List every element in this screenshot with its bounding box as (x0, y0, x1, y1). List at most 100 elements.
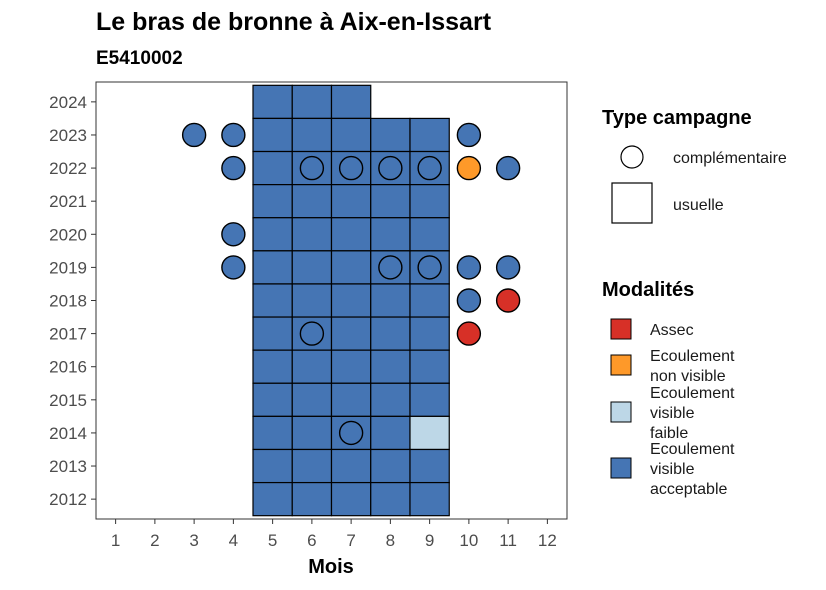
legend-modalite-label-2-2: faible (650, 425, 688, 442)
tile-2020-5 (252, 217, 293, 252)
legend-modalite-label-2-1: visible (650, 405, 695, 422)
x-tick-label-1: 1 (111, 531, 120, 550)
x-tick-label-3: 3 (189, 531, 198, 550)
x-tick-label-8: 8 (386, 531, 395, 550)
point-2022-8 (378, 155, 403, 181)
point-2023-3 (181, 122, 207, 148)
y-tick-label-2019: 2019 (49, 258, 87, 277)
tile-2016-5 (252, 349, 293, 384)
legend-modalite-label-3-1: visible (650, 461, 695, 478)
legend-modalite-label-2-0: Ecoulement (650, 385, 735, 402)
point-2017-6 (299, 321, 325, 346)
y-tick-label-2018: 2018 (49, 292, 87, 311)
tile-2018-5 (252, 283, 293, 318)
tile-2023-8 (370, 117, 411, 153)
tile-2017-8 (370, 316, 411, 351)
x-tick-label-4: 4 (229, 531, 238, 550)
point-2017-10 (456, 321, 482, 346)
y-tick-label-2020: 2020 (49, 225, 87, 244)
tile-2015-6 (291, 382, 333, 417)
legend-modalite-label-0-0: Assec (650, 322, 694, 339)
point-2019-4 (221, 255, 246, 280)
y-tick-label-2022: 2022 (49, 159, 87, 178)
tile-2014-8 (370, 415, 411, 451)
y-tick-label-2013: 2013 (49, 457, 87, 476)
legend-modalite-key-3 (610, 457, 632, 479)
y-tick-label-2015: 2015 (49, 391, 87, 410)
tile-2024-7 (330, 84, 372, 120)
tile-2020-7 (330, 217, 372, 252)
legend-usuelle-key (611, 182, 653, 224)
legend-complementaire-label: complémentaire (673, 150, 787, 167)
tile-2014-9 (409, 415, 450, 451)
tile-2019-5 (252, 250, 293, 285)
point-2019-9 (417, 255, 442, 280)
tile-2013-5 (252, 448, 293, 484)
point-2018-11 (495, 288, 521, 313)
point-2018-10 (456, 288, 482, 313)
y-tick-label-2016: 2016 (49, 358, 87, 377)
x-tick-label-6: 6 (307, 531, 316, 550)
x-tick-label-5: 5 (268, 531, 277, 550)
tile-2023-7 (330, 117, 372, 153)
x-axis: 1 2 3 4 5 6 7 8 9 10 11 12 (111, 519, 557, 550)
legend-modalite-label-3-2: acceptable (650, 481, 727, 498)
point-2023-10 (456, 122, 482, 148)
tile-2018-8 (370, 283, 411, 318)
tile-2017-9 (409, 316, 450, 351)
tile-2020-8 (370, 217, 411, 252)
y-axis: 2012 2013 2014 2015 2016 2017 2018 2019 2020 2021… (49, 93, 96, 509)
tile-2017-5 (252, 316, 293, 351)
legend-modalite-key-1 (610, 354, 632, 376)
x-axis-title: Mois (308, 556, 354, 578)
legend-modalite-label-1-1: non visible (650, 368, 726, 385)
x-tick-label-7: 7 (346, 531, 355, 550)
tile-2022-5 (252, 150, 293, 186)
legend-complementaire-key (620, 145, 644, 169)
tile-2023-5 (252, 117, 293, 153)
legend: Type campagne complémentaire usuelle Mod… (602, 107, 787, 498)
tile-2016-8 (370, 349, 411, 384)
tile-2013-6 (291, 448, 333, 484)
point-2020-4 (221, 222, 246, 247)
tile-2021-6 (291, 184, 333, 219)
y-tick-label-2023: 2023 (49, 126, 87, 145)
tile-2014-5 (252, 415, 293, 451)
tile-2016-7 (330, 349, 372, 384)
legend-type-title: Type campagne (602, 107, 752, 129)
tile-2013-7 (330, 448, 372, 484)
point-2019-8 (378, 255, 403, 280)
x-tick-label-11: 11 (499, 531, 517, 550)
point-2023-4 (221, 122, 246, 148)
legend-usuelle-label: usuelle (673, 197, 724, 214)
tile-2020-6 (291, 217, 333, 252)
tile-layer (252, 84, 450, 517)
tile-2012-5 (252, 481, 293, 517)
point-layer (181, 122, 521, 446)
legend-modalite-label-3-0: Ecoulement (650, 441, 735, 458)
tile-2021-8 (370, 184, 411, 219)
chart-subtitle: E5410002 (96, 48, 183, 69)
legend-modalite-key-2 (610, 401, 632, 423)
point-2022-4 (221, 155, 246, 181)
x-tick-label-12: 12 (538, 531, 557, 550)
point-2022-6 (299, 155, 325, 181)
tile-2023-9 (409, 117, 450, 153)
chart-title: Le bras de bronne à Aix-en-Issart (96, 8, 492, 36)
point-2022-7 (338, 155, 364, 181)
tile-2017-7 (330, 316, 372, 351)
tile-2021-9 (409, 184, 450, 219)
tile-2013-9 (409, 448, 450, 484)
tile-2015-5 (252, 382, 293, 417)
point-2022-10 (456, 155, 482, 181)
point-2022-11 (495, 155, 521, 181)
legend-modalite-label-1-0: Ecoulement (650, 348, 735, 365)
tile-2016-6 (291, 349, 333, 384)
tile-2024-6 (291, 84, 333, 120)
point-2014-7 (338, 420, 364, 446)
tile-2019-6 (291, 250, 333, 285)
tile-2018-7 (330, 283, 372, 318)
legend-modalites-title: Modalités (602, 279, 694, 301)
y-tick-label-2012: 2012 (49, 490, 87, 509)
